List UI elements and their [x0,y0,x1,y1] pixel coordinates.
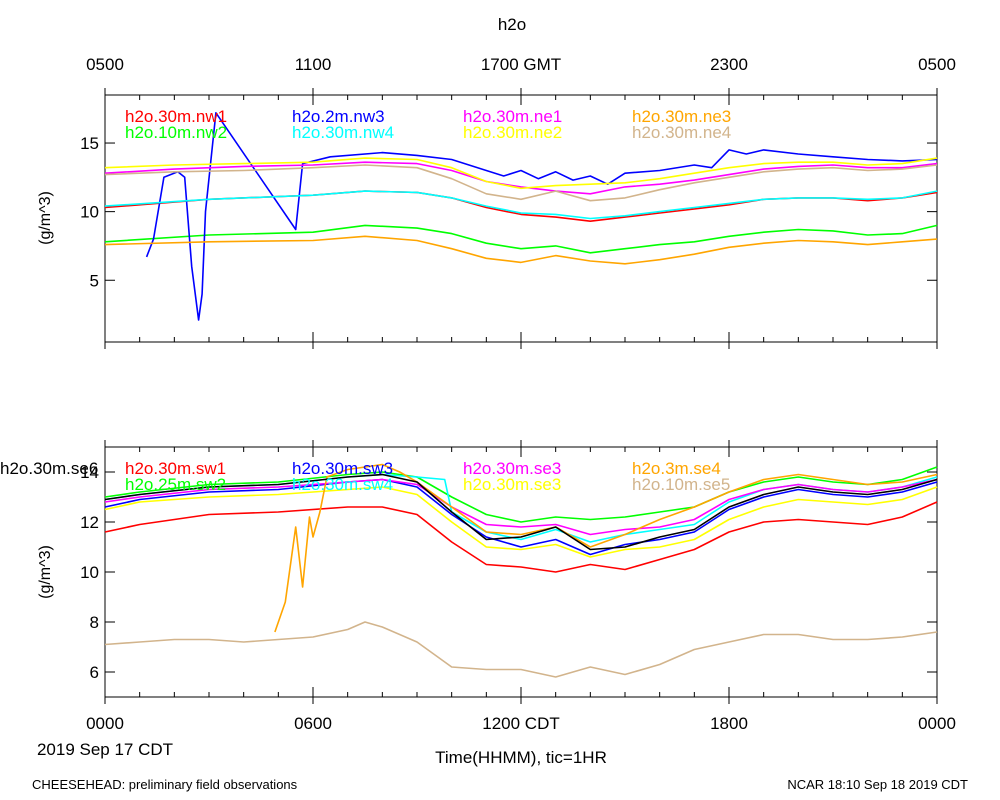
x-axis-label: Time(HHMM), tic=1HR [435,748,607,767]
top-axis-tick-label-0500: 0500 [86,55,124,74]
series-line-h2o-30m-ne1-4 [104,161,938,195]
legend-entry-h2o-2m-nw3-2: h2o.2m.nw3 [292,107,385,126]
series-line-h2o-30m-ne4-7 [104,164,938,202]
lower-panel-lines [104,463,938,678]
legend-entry-h2o-25m-sw2-1: h2o.25m.sw2 [125,475,226,494]
top-axis-labels: 0500 1100 1700 GMT 2300 0500 [86,55,956,74]
y-tick-label-6: 6 [90,663,99,682]
x-tick-label-0000: 0000 [918,714,956,733]
series-line-h2o-30m-se6-8 [104,473,938,551]
series-line-h2o-2m-nw3-2 [145,112,938,321]
y-tick-label-8: 8 [90,613,99,632]
top-axis-tick-label-1700-gmt: 1700 GMT [481,55,561,74]
legend-entry-h2o-30m-nw4-3: h2o.30m.nw4 [292,123,394,142]
legend-entry-h2o-10m-nw2-1: h2o.10m.nw2 [125,123,227,142]
legend-entry-h2o-30m-sw3-2: h2o.30m.sw3 [292,459,393,478]
chart-title: h2o [498,15,526,34]
y-tick-label-10: 10 [80,563,99,582]
legend-entry-h2o-30m-se3-4: h2o.30m.se3 [463,459,561,478]
legend-entry-h2o-30m-sw1-0: h2o.30m.sw1 [125,459,226,478]
y-tick-label-5: 5 [90,271,99,290]
legend-entry-h2o-30m-se6-8: h2o.30m.se6 [0,459,98,478]
series-line-h2o-30m-nw4-3 [104,190,938,220]
top-axis-tick-label-2300: 2300 [710,55,748,74]
series-line-h2o-30m-ne3-6 [104,235,938,265]
y-tick-label-10: 10 [80,203,99,222]
series-line-h2o-30m-ne2-5 [104,157,938,190]
legend-entry-h2o-30m-ne3-6: h2o.30m.ne3 [632,107,731,126]
upper-panel-legend: h2o.30m.nw1h2o.10m.nw2h2o.2m.nw3h2o.30m.… [125,107,731,142]
legend-entry-h2o-30m-ne1-4: h2o.30m.ne1 [463,107,562,126]
series-line-h2o-30m-se3-4 [104,478,938,536]
series-line-h2o-30m-sw1-0 [104,501,938,573]
lower-panel-ticks [104,440,938,704]
legend-entry-h2o-30m-ne2-5: h2o.30m.ne2 [463,123,562,142]
legend-entry-h2o-10m-se5-7: h2o.10m.se5 [632,475,730,494]
series-line-h2o-30m-sw3-2 [104,478,938,556]
upper-panel-ytick-labels: 5 10 15 [80,134,99,290]
legend-entry-h2o-30m-ne4-7: h2o.30m.ne4 [632,123,731,142]
series-line-h2o-30m-nw1-0 [104,190,938,222]
y-tick-label-14: 14 [80,463,99,482]
series-line-h2o-10m-nw2-1 [104,224,938,254]
series-line-h2o-25m-sw2-1 [104,466,938,523]
bottom-axis-labels: 0000 0600 1200 CDT 1800 0000 [86,714,956,733]
top-axis-tick-label-0500: 0500 [918,55,956,74]
legend-entry-h2o-3m-se4-6: h2o.3m.se4 [632,459,721,478]
footer-right: NCAR 18:10 Sep 18 2019 CDT [787,777,968,792]
lower-panel-ytick-labels: 6 8 10 12 14 [80,463,99,682]
legend-entry-h2o-30m-nw1-0: h2o.30m.nw1 [125,107,227,126]
x-tick-label-1800: 1800 [710,714,748,733]
top-axis-tick-label-1100: 1100 [295,55,332,74]
x-tick-label-0600: 0600 [294,714,332,733]
upper-panel-lines [104,112,938,321]
x-tick-label-1200-cdt: 1200 CDT [482,714,559,733]
series-line-h2o-10m-se5-7 [104,621,938,678]
x-tick-label-0000: 0000 [86,714,124,733]
upper-panel-ylabel: (g/m^3) [37,191,54,245]
upper-panel-ticks [104,88,938,349]
lower-panel-ylabel: (g/m^3) [37,545,54,599]
legend-entry-h2o-30m-sw4-3: h2o.30m.sw4 [292,475,393,494]
series-line-h2o-3m-se4-6 [274,463,938,633]
footer-left: CHEESEHEAD: preliminary field observatio… [32,777,298,792]
y-tick-label-15: 15 [80,134,99,153]
legend-entry-h2o-30m-se3-5: h2o.30m.se3 [463,475,561,494]
lower-panel-legend: h2o.30m.sw1h2o.25m.sw2h2o.30m.sw3h2o.30m… [0,459,730,494]
series-line-h2o-30m-se3-5 [104,486,938,558]
date-label: 2019 Sep 17 CDT [37,740,173,759]
y-tick-label-12: 12 [80,513,99,532]
